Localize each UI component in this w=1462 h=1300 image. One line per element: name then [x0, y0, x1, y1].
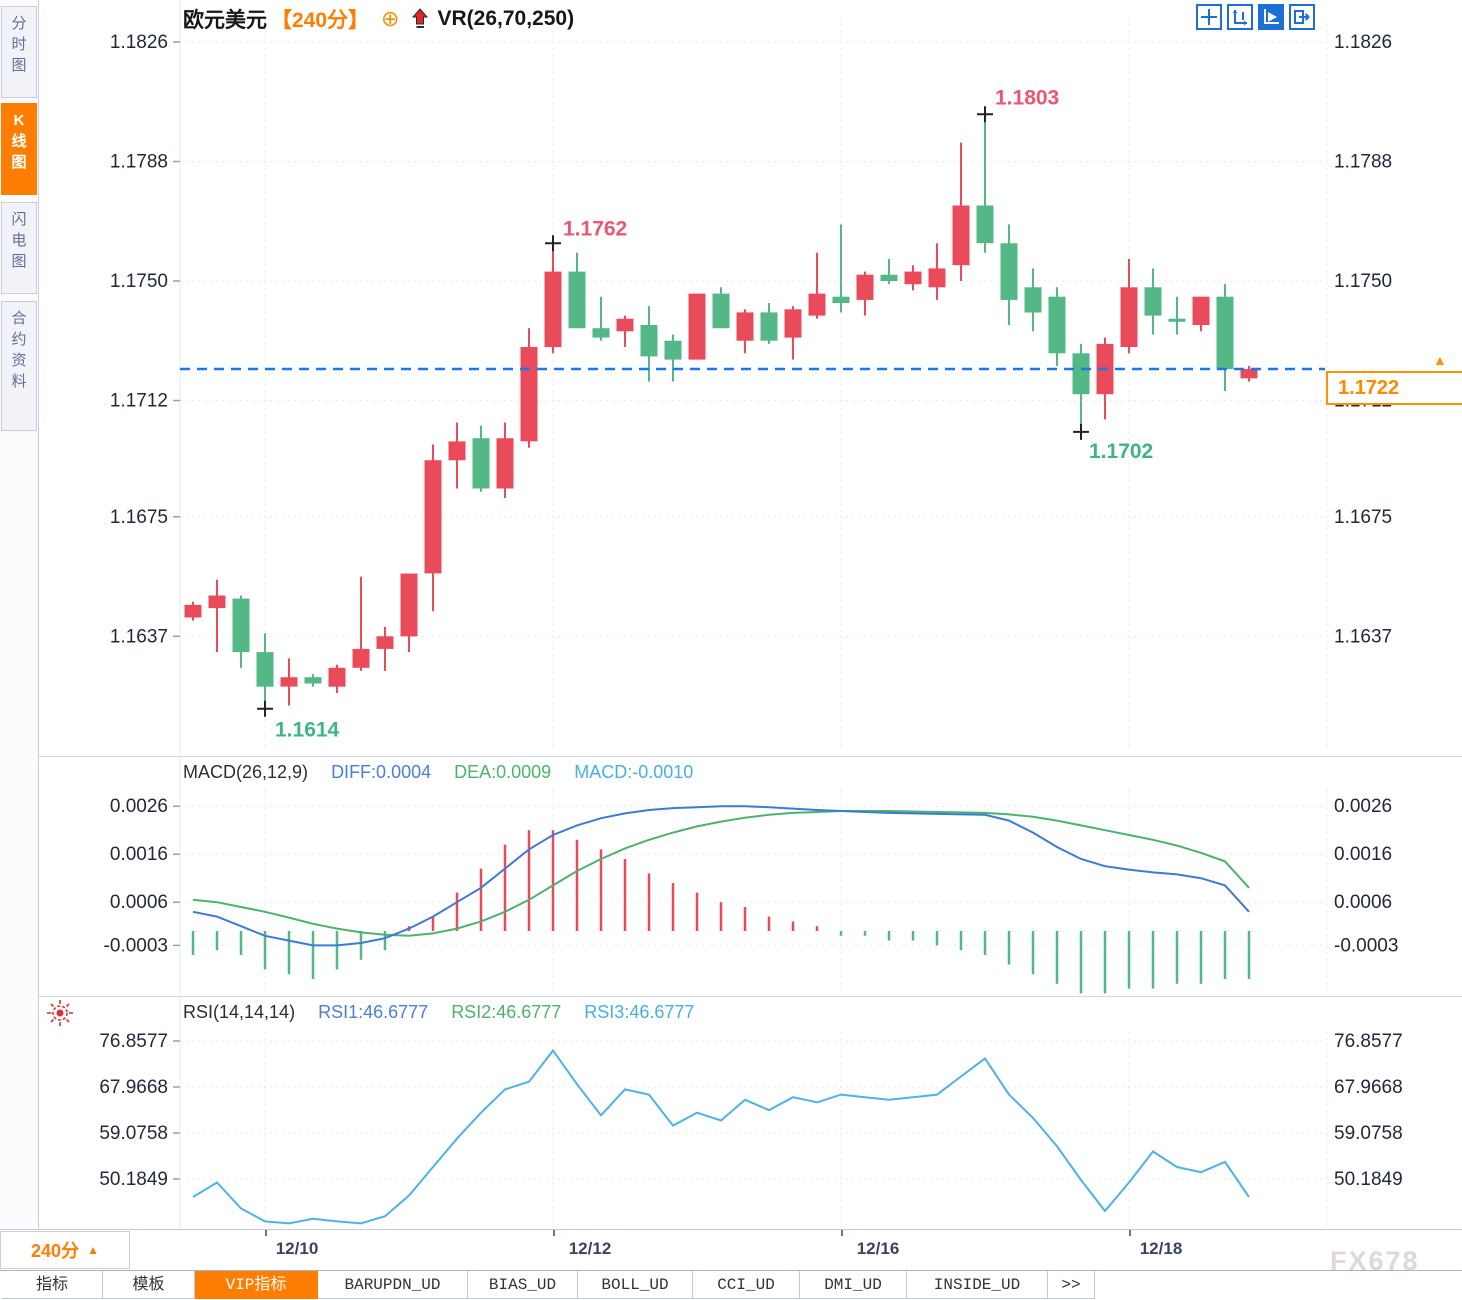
time-tick [553, 1230, 555, 1236]
bottom-tab-BOLL_UD[interactable]: BOLL_UD [578, 1271, 693, 1299]
svg-text:-0.0003: -0.0003 [1334, 935, 1398, 956]
svg-text:76.8577: 76.8577 [1334, 1031, 1403, 1052]
rsi1-value: RSI1:46.6777 [318, 1002, 429, 1022]
svg-text:59.0758: 59.0758 [1334, 1123, 1403, 1144]
macd-diff-line [192, 805, 1250, 947]
current-price-tag: 1.1722 [1326, 371, 1462, 405]
svg-text:59.0758: 59.0758 [99, 1123, 168, 1144]
time-label-12/18: 12/18 [1139, 1239, 1183, 1258]
svg-text:0.0006: 0.0006 [1334, 892, 1392, 913]
crosshair-icon[interactable] [1196, 4, 1222, 30]
svg-text:0.0026: 0.0026 [1334, 796, 1392, 817]
rsi3-value: RSI3:46.6777 [584, 1002, 695, 1022]
svg-text:50.1849: 50.1849 [99, 1169, 168, 1190]
bottom-tab-BIAS_UD[interactable]: BIAS_UD [468, 1271, 578, 1299]
time-tick [265, 1230, 267, 1236]
time-label-12/12: 12/12 [568, 1239, 612, 1258]
bottom-tab-[interactable]: 模板 [103, 1271, 195, 1299]
price-chart-svg: 1.1826 1.1826 1.1788 1.1788 1.1750 1.1750 1.17… [38, 0, 1462, 1229]
svg-text:1.1826: 1.1826 [1334, 32, 1392, 53]
svg-text:50.1849: 50.1849 [1334, 1169, 1403, 1190]
vr-indicator-label[interactable]: VR(26,70,250) [437, 7, 575, 30]
rsi2-value: RSI2:46.6777 [451, 1002, 562, 1022]
macd-diff-value: DIFF:0.0004 [331, 762, 432, 782]
sidebar-tab-0[interactable]: 分时图 [1, 6, 37, 98]
price-annotations: 1.1803 1.1762 1.1702 1.1614 [257, 86, 1153, 742]
svg-text:67.9668: 67.9668 [99, 1077, 168, 1098]
macd-value: MACD:-0.0010 [574, 762, 694, 782]
pan-right-icon[interactable] [1289, 4, 1315, 30]
svg-text:-0.0003: -0.0003 [104, 935, 168, 956]
time-label-12/10: 12/10 [275, 1239, 319, 1258]
sidebar-tab-2[interactable]: 闪电图 [1, 202, 37, 294]
period-expand-icon: ▲ [87, 1243, 99, 1257]
axis-range-icon[interactable] [1227, 4, 1253, 30]
bottom-tab-[interactable]: 指标 [2, 1271, 103, 1299]
svg-text:1.1762: 1.1762 [563, 217, 627, 240]
svg-text:1.1712: 1.1712 [110, 391, 168, 412]
svg-text:0.0006: 0.0006 [110, 892, 168, 913]
svg-text:1.1637: 1.1637 [110, 626, 168, 647]
indicator-settings-sun-icon[interactable] [45, 998, 75, 1028]
red-up-arrow-icon [412, 8, 429, 28]
bottom-tab-VIP[interactable]: VIP指标 [195, 1271, 318, 1299]
bottom-tab-DMI_UD[interactable]: DMI_UD [800, 1271, 907, 1299]
svg-text:1.1750: 1.1750 [110, 271, 168, 292]
macd-header: MACD(26,12,9) DIFF:0.0004 DEA:0.0009 MAC… [183, 762, 711, 783]
svg-text:1.1637: 1.1637 [1334, 626, 1392, 647]
macd-dea-value: DEA:0.0009 [454, 762, 552, 782]
macd-dea-line [192, 810, 1250, 937]
svg-text:1.1826: 1.1826 [110, 32, 168, 53]
svg-text:1.1788: 1.1788 [110, 152, 168, 173]
chart-toolbar [1196, 4, 1315, 30]
bottom-tab-INSIDE_UD[interactable]: INSIDE_UD [907, 1271, 1048, 1299]
bottom-tab-CCI_UD[interactable]: CCI_UD [693, 1271, 800, 1299]
svg-text:1.1702: 1.1702 [1089, 440, 1153, 463]
rsi-line [192, 1048, 1250, 1225]
time-tick [1129, 1230, 1131, 1236]
macd-title[interactable]: MACD(26,12,9) [183, 762, 309, 782]
svg-text:1.1675: 1.1675 [110, 507, 168, 528]
timeframe-tag[interactable]: 【240分】 [271, 9, 370, 32]
period-selector[interactable]: 240分 ▲ [0, 1231, 130, 1269]
svg-text:1.1803: 1.1803 [995, 86, 1059, 109]
svg-text:67.9668: 67.9668 [1334, 1077, 1403, 1098]
watermark: FX678 [1330, 1246, 1420, 1276]
svg-text:1.1675: 1.1675 [1334, 507, 1392, 528]
symbol-name: 欧元美元 [183, 9, 267, 32]
svg-text:1.1750: 1.1750 [1334, 271, 1392, 292]
period-label: 240分 [31, 1241, 80, 1261]
time-axis: 240分 ▲ 12/10 12/12 12/16 12/18 [0, 1229, 1462, 1271]
chart-title-bar: 欧元美元 【240分】 ⊕ VR(26,70,250) [183, 5, 574, 33]
candles-layer [184, 114, 1258, 709]
indicator-tab-bar: 指标 模板 VIP指标 BARUPDN_UD BIAS_UD BOLL_UD CCI_UD D… [0, 1271, 1462, 1300]
rsi-title[interactable]: RSI(14,14,14) [183, 1002, 296, 1022]
bottom-tab-BARUPDN_UD[interactable]: BARUPDN_UD [318, 1271, 468, 1299]
svg-text:76.8577: 76.8577 [99, 1031, 168, 1052]
sidebar-tab-3[interactable]: 合约资料 [1, 301, 37, 431]
time-tick [841, 1230, 843, 1236]
svg-text:0.0016: 0.0016 [1334, 844, 1392, 865]
svg-text:1.1614: 1.1614 [275, 719, 340, 742]
add-overlay-icon[interactable]: ⊕ [381, 6, 400, 31]
rsi-header: RSI(14,14,14) RSI1:46.6777 RSI2:46.6777 … [183, 1002, 712, 1023]
svg-text:0.0016: 0.0016 [110, 844, 168, 865]
axis-play-icon[interactable] [1258, 4, 1284, 30]
time-label-12/16: 12/16 [856, 1239, 900, 1258]
svg-text:1.1788: 1.1788 [1334, 152, 1392, 173]
bottom-tab-[interactable]: >> [1048, 1271, 1095, 1299]
price-tag-arrow-icon: ▲ [1433, 352, 1447, 368]
svg-text:0.0026: 0.0026 [110, 796, 168, 817]
